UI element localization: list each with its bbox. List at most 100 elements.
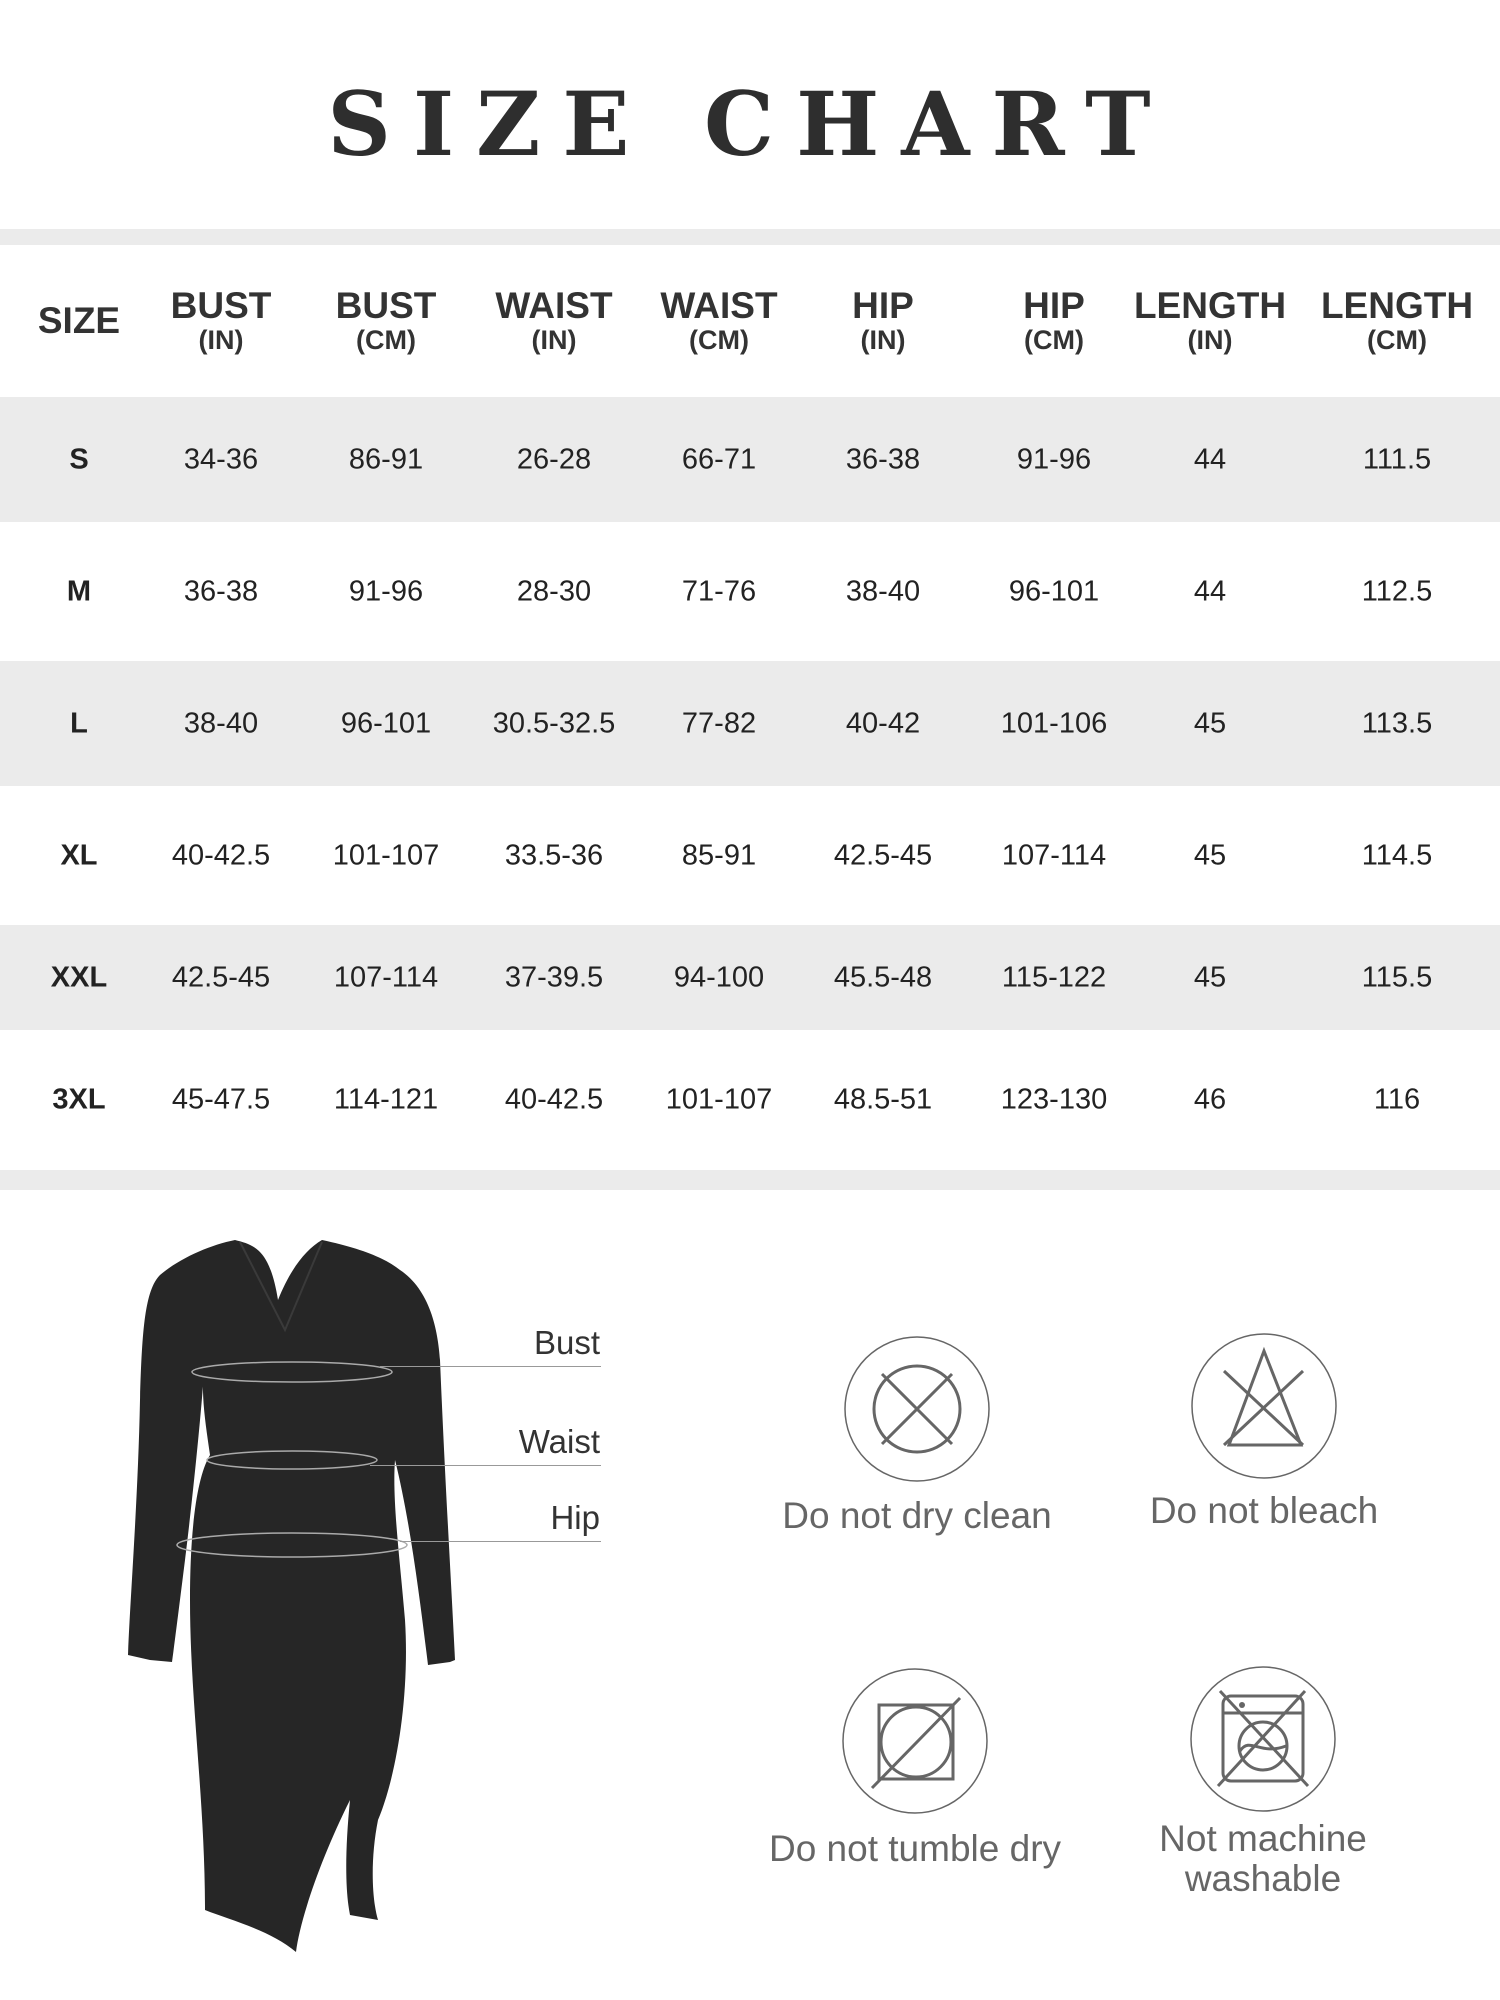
table-row: S 34-36 86-91 26-28 66-71 36-38 91-96 44 111.5 xyxy=(0,397,1500,522)
table-cell: 91-96 xyxy=(348,575,424,607)
table-cell: 33.5-36 xyxy=(504,839,604,871)
table-cell: 71-76 xyxy=(681,575,757,607)
care-label-machine-wash: Not machine washable xyxy=(1053,1819,1473,1899)
table-cell: 45 xyxy=(1193,707,1227,739)
dress-silhouette xyxy=(128,1240,455,1952)
page-title: SIZE CHART xyxy=(327,72,1173,176)
table-cell: 45 xyxy=(1193,961,1227,993)
column-header-label: LENGTH xyxy=(1320,285,1474,326)
column-header-label: HIP xyxy=(1023,285,1085,326)
column-header-unit: (IN) xyxy=(1187,325,1233,355)
no-machine-wash-icon xyxy=(1190,1666,1336,1812)
size-cell: 3XL xyxy=(52,1083,106,1116)
column-header: BUST (CM) xyxy=(335,285,437,356)
table-cell: 116 xyxy=(1373,1083,1421,1116)
table-cell: 96-101 xyxy=(1008,575,1100,607)
size-cell: S xyxy=(69,443,89,475)
table-cell: 38-40 xyxy=(845,575,921,607)
care-label-machine-wash-text: Not machine washable xyxy=(1159,1818,1367,1899)
table-cell: 26-28 xyxy=(516,443,592,475)
care-label-tumble-dry: Do not tumble dry xyxy=(768,1828,1062,1869)
table-cell: 101-107 xyxy=(332,839,440,871)
bust-pointer-line xyxy=(380,1366,601,1367)
table-cell: 45 xyxy=(1193,839,1227,871)
table-cell: 77-82 xyxy=(681,707,757,739)
column-header: WAIST (IN) xyxy=(495,285,613,356)
column-header-label: WAIST xyxy=(495,285,613,326)
column-header: BUST (IN) xyxy=(170,285,272,356)
table-cell: 123-130 xyxy=(1000,1083,1108,1116)
table-cell: 115-122 xyxy=(1001,961,1107,993)
column-header: HIP (CM) xyxy=(1023,285,1085,356)
table-cell: 112.5 xyxy=(1361,575,1433,607)
care-label-dry-clean: Do not dry clean xyxy=(782,1495,1052,1536)
table-cell: 66-71 xyxy=(681,443,757,475)
table-cell: 34-36 xyxy=(183,443,259,475)
table-cell: 36-38 xyxy=(845,443,921,475)
table-cell: 42.5-45 xyxy=(171,961,271,993)
table-cell: 40-42.5 xyxy=(504,1083,604,1116)
column-header: SIZE xyxy=(38,302,120,340)
column-header: LENGTH (CM) xyxy=(1320,285,1474,356)
column-header-label: BUST xyxy=(335,285,437,326)
hip-label: Hip xyxy=(550,1499,600,1536)
column-header-label: BUST xyxy=(170,285,272,326)
column-header-label: SIZE xyxy=(37,300,121,341)
no-tumble-dry-icon xyxy=(842,1668,988,1814)
table-cell: 46 xyxy=(1193,1083,1227,1116)
column-header-unit: (IN) xyxy=(198,325,244,355)
column-header: HIP (IN) xyxy=(852,285,914,356)
table-cell: 94-100 xyxy=(673,961,765,993)
column-header-unit: (CM) xyxy=(356,325,416,355)
table-cell: 85-91 xyxy=(681,839,757,871)
table-cell: 91-96 xyxy=(1016,443,1092,475)
bust-label: Bust xyxy=(533,1324,600,1361)
size-cell: L xyxy=(70,707,88,739)
column-header-label: LENGTH xyxy=(1133,285,1287,326)
table-cell: 96-101 xyxy=(340,707,432,739)
size-cell: XXL xyxy=(50,961,108,993)
table-cell: 45.5-48 xyxy=(833,961,933,993)
column-header: WAIST (CM) xyxy=(660,285,778,356)
table-row: XXL 42.5-45 107-114 37-39.5 94-100 45.5-48 115… xyxy=(0,925,1500,1030)
table-row: XL 40-42.5 101-107 33.5-36 85-91 42.5-45 107-1… xyxy=(0,786,1500,925)
table-cell: 48.5-51 xyxy=(833,1083,933,1116)
neckline xyxy=(239,1241,323,1333)
table-cell: 114.5 xyxy=(1361,839,1433,871)
size-cell: XL xyxy=(60,839,98,871)
table-cell: 36-38 xyxy=(183,575,259,607)
hip-measure-line xyxy=(176,1532,408,1558)
table-cell: 114-121 xyxy=(333,1083,439,1116)
table-cell: 40-42.5 xyxy=(171,839,271,871)
column-header-unit: (CM) xyxy=(1024,325,1084,355)
column-header-label: HIP xyxy=(852,285,914,326)
table-row: 3XL 45-47.5 114-121 40-42.5 101-107 48.5-51 12… xyxy=(0,1030,1500,1170)
care-label-bleach: Do not bleach xyxy=(1149,1490,1379,1531)
divider-bottom xyxy=(0,1170,1500,1190)
column-header-label: WAIST xyxy=(660,285,778,326)
table-row: M 36-38 91-96 28-30 71-76 38-40 96-101 44 112.5 xyxy=(0,522,1500,661)
column-header-unit: (IN) xyxy=(531,325,577,355)
table-cell: 101-106 xyxy=(1000,707,1108,739)
column-header-unit: (IN) xyxy=(860,325,906,355)
table-cell: 44 xyxy=(1193,443,1227,475)
table-cell: 30.5-32.5 xyxy=(492,707,616,739)
table-cell: 111.5 xyxy=(1362,443,1432,475)
table-cell: 107-114 xyxy=(333,961,439,993)
hip-pointer-line xyxy=(400,1541,601,1542)
table-cell: 115.5 xyxy=(1361,961,1433,993)
table-cell: 44 xyxy=(1193,575,1227,607)
table-cell: 113.5 xyxy=(1361,707,1433,739)
table-cell: 107-114 xyxy=(1001,839,1107,871)
table-header: SIZE BUST (IN) BUST (CM) WAIST (IN) WAIST (CM) HI… xyxy=(0,245,1500,397)
size-cell: M xyxy=(66,575,92,607)
column-header: LENGTH (IN) xyxy=(1133,285,1287,356)
bust-measure-line xyxy=(191,1361,393,1383)
waist-pointer-line xyxy=(370,1465,601,1466)
table-cell: 101-107 xyxy=(665,1083,773,1116)
table-cell: 28-30 xyxy=(516,575,592,607)
table-cell: 42.5-45 xyxy=(833,839,933,871)
table-cell: 45-47.5 xyxy=(171,1083,271,1116)
table-cell: 38-40 xyxy=(183,707,259,739)
table-row: L 38-40 96-101 30.5-32.5 77-82 40-42 101-106 45… xyxy=(0,661,1500,786)
